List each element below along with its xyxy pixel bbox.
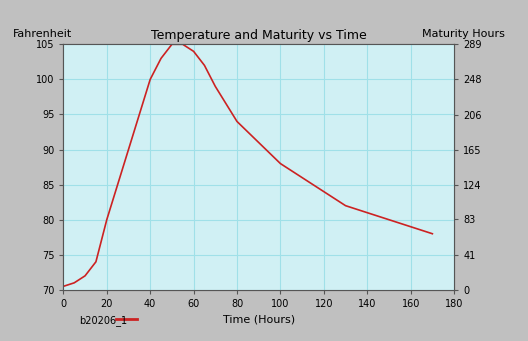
Title: Temperature and Maturity vs Time: Temperature and Maturity vs Time [151, 29, 366, 42]
Text: b20206_1: b20206_1 [79, 315, 127, 326]
X-axis label: Time (Hours): Time (Hours) [223, 314, 295, 324]
Text: Fahrenheit: Fahrenheit [13, 29, 72, 40]
Text: Maturity Hours: Maturity Hours [422, 29, 505, 40]
